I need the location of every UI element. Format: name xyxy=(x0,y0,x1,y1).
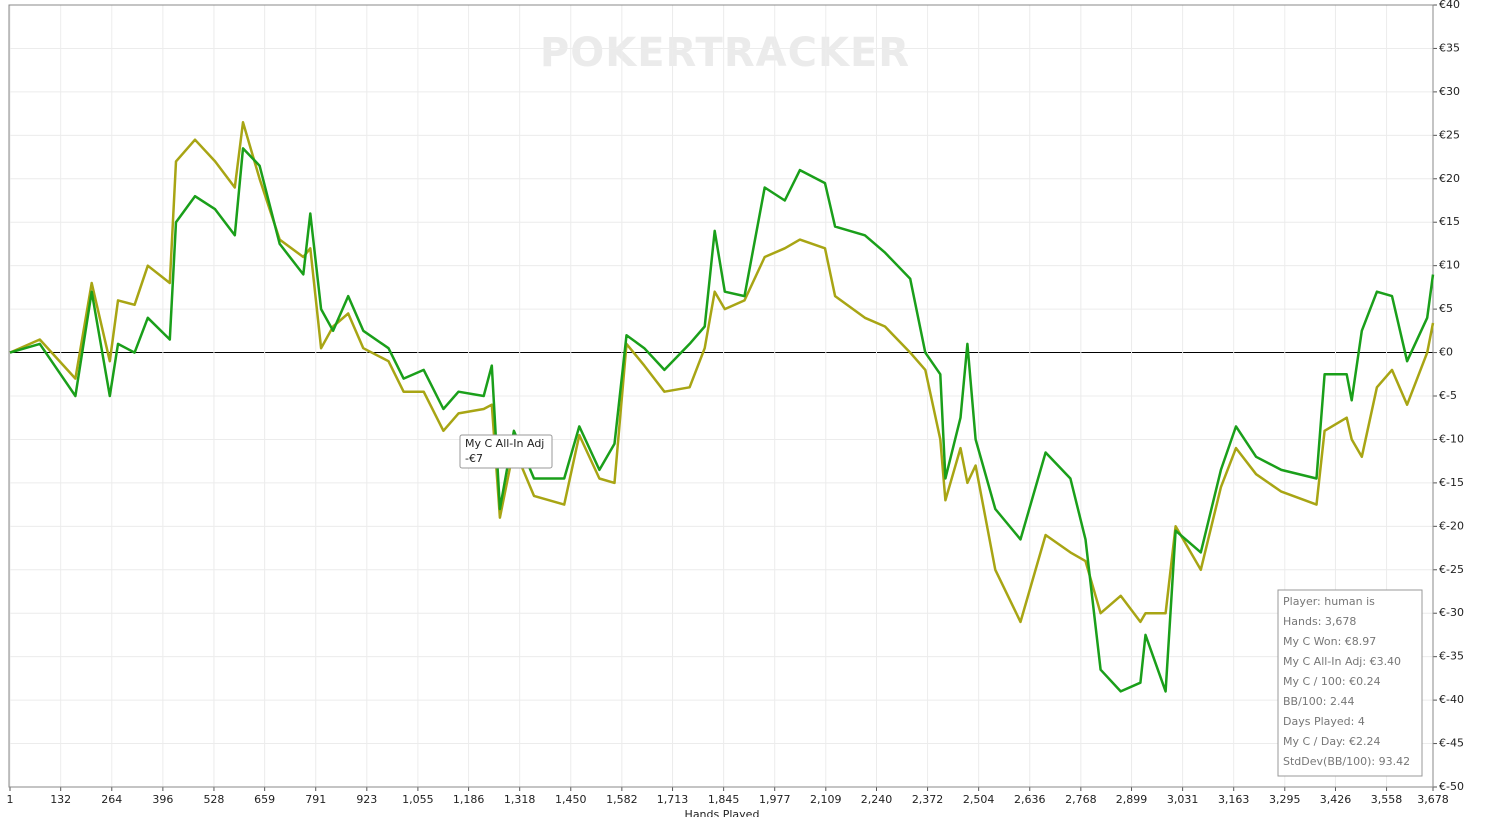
x-tick-label: 1,582 xyxy=(606,793,638,806)
y-tick-label: €-25 xyxy=(1439,563,1464,576)
stats-line: My C / 100: €0.24 xyxy=(1283,675,1381,688)
tooltip-value: -€7 xyxy=(465,452,483,465)
x-tick-label: 1 xyxy=(7,793,14,806)
tooltip-box xyxy=(459,434,553,469)
y-tick-label: €-45 xyxy=(1439,737,1464,750)
x-tick-label: 1,450 xyxy=(555,793,587,806)
x-tick-label: 2,636 xyxy=(1014,793,1046,806)
x-tick-label: 659 xyxy=(254,793,275,806)
y-tick-label: €-30 xyxy=(1439,606,1464,619)
y-tick-label: €10 xyxy=(1439,259,1460,272)
x-tick-label: 132 xyxy=(50,793,71,806)
series-line xyxy=(9,121,1435,624)
tooltip: My C All-In Adj -€7 xyxy=(459,434,553,469)
y-tick-label: €-35 xyxy=(1439,650,1464,663)
x-tick-label: 3,031 xyxy=(1167,793,1199,806)
x-tick-label: 2,504 xyxy=(963,793,995,806)
x-tick-label: 2,109 xyxy=(810,793,842,806)
y-tick-label: €5 xyxy=(1439,302,1453,315)
x-tick-label: 264 xyxy=(101,793,122,806)
x-tick-label: 2,372 xyxy=(912,793,944,806)
plot-frame xyxy=(8,4,1434,788)
x-tick-label: 2,899 xyxy=(1116,793,1148,806)
y-tick-label: €-20 xyxy=(1439,519,1464,532)
y-tick-label: €30 xyxy=(1439,85,1460,98)
stats-line: Hands: 3,678 xyxy=(1283,615,1356,628)
y-tick-label: €15 xyxy=(1439,215,1460,228)
watermark: POKERTRACKER xyxy=(540,30,910,76)
stats-line: StdDev(BB/100): 93.42 xyxy=(1283,755,1410,768)
x-tick-label: 1,977 xyxy=(759,793,791,806)
stats-box-frame xyxy=(1277,589,1423,777)
x-tick-label: 528 xyxy=(203,793,224,806)
x-tick-label: 2,240 xyxy=(861,793,893,806)
y-tick-label: €-15 xyxy=(1439,476,1464,489)
x-tick-label: 1,713 xyxy=(657,793,689,806)
stats-line: BB/100: 2.44 xyxy=(1283,695,1355,708)
x-tick-label: 3,426 xyxy=(1320,793,1352,806)
stats-line: My C All-In Adj: €3.40 xyxy=(1283,655,1401,668)
y-tick-label: €-40 xyxy=(1439,693,1464,706)
x-tick-label: 3,295 xyxy=(1269,793,1301,806)
y-tick-label: €35 xyxy=(1439,41,1460,54)
x-tick-label: 1,318 xyxy=(504,793,536,806)
stats-line: Days Played: 4 xyxy=(1283,715,1365,728)
x-tick-label: 2,768 xyxy=(1065,793,1097,806)
x-axis-label: Hands Played xyxy=(685,808,760,817)
x-tick-label: 1,055 xyxy=(402,793,434,806)
y-tick-label: €40 xyxy=(1439,0,1460,11)
x-tick-label: 3,163 xyxy=(1218,793,1250,806)
x-tick-label: 1,186 xyxy=(453,793,485,806)
stats-line: My C / Day: €2.24 xyxy=(1283,735,1381,748)
stats-box: Player: human is Hands: 3,678 My C Won: €8… xyxy=(1277,589,1423,777)
y-tick-label: €-50 xyxy=(1439,780,1464,793)
y-tick-label: €20 xyxy=(1439,172,1460,185)
y-tick-label: €25 xyxy=(1439,128,1460,141)
stats-line: My C Won: €8.97 xyxy=(1283,635,1376,648)
x-tick-label: 3,558 xyxy=(1371,793,1403,806)
y-tick-label: €-5 xyxy=(1439,389,1457,402)
series-line xyxy=(9,147,1435,693)
x-tick-label: 3,678 xyxy=(1417,793,1449,806)
y-tick-label: €0 xyxy=(1439,346,1453,359)
stats-line: Player: human is xyxy=(1283,595,1375,608)
x-tick-label: 396 xyxy=(152,793,173,806)
y-tick-label: €-10 xyxy=(1439,432,1464,445)
x-tick-label: 923 xyxy=(356,793,377,806)
x-tick-label: 791 xyxy=(305,793,326,806)
x-tick-label: 1,845 xyxy=(708,793,740,806)
tooltip-title: My C All-In Adj xyxy=(465,437,544,450)
